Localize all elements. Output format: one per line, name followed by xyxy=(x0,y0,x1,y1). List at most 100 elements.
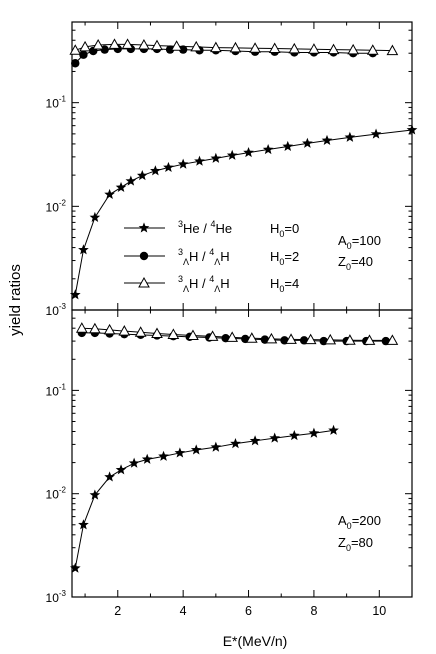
data-point-triangle xyxy=(103,323,116,335)
data-point-star xyxy=(128,457,140,468)
y-axis-label: yield ratios xyxy=(7,264,24,336)
y-tick-label: 10-2 xyxy=(46,198,67,214)
data-point-star xyxy=(78,519,89,530)
series-line-star xyxy=(74,129,413,295)
data-point-star xyxy=(115,464,127,475)
data-point-star xyxy=(308,427,320,438)
y-tick-label: 10-2 xyxy=(46,486,67,502)
legend-marker-star xyxy=(138,222,150,233)
data-point-star xyxy=(177,158,189,169)
data-point-star xyxy=(89,211,101,223)
legend-entry-label: 3ΛH / 4ΛH H0=4 xyxy=(178,274,299,294)
data-point-triangle xyxy=(89,322,101,334)
data-point-star xyxy=(125,175,137,186)
data-point-triangle xyxy=(151,39,163,51)
data-point-triangle xyxy=(268,42,281,54)
data-point-triangle xyxy=(79,40,91,52)
data-point-star xyxy=(163,161,174,173)
x-tick-label: 10 xyxy=(372,604,386,618)
data-point-triangle xyxy=(288,42,301,54)
data-point-triangle xyxy=(327,43,340,55)
data-point-triangle xyxy=(92,38,105,50)
data-point-triangle xyxy=(134,326,147,337)
data-point-star xyxy=(282,140,294,151)
plot-frame xyxy=(71,309,413,598)
data-point-triangle xyxy=(167,328,180,339)
data-point-star xyxy=(230,438,241,449)
data-point-triangle xyxy=(386,334,399,345)
data-point-star xyxy=(190,444,202,455)
x-tick-label: 8 xyxy=(310,604,317,618)
data-point-triangle xyxy=(206,330,219,341)
panel-annotation: A0=200 xyxy=(338,513,381,531)
y-tick-label: 10-3 xyxy=(46,589,67,605)
data-point-star xyxy=(210,152,222,163)
data-point-star xyxy=(269,432,281,443)
data-point-star xyxy=(344,131,356,142)
data-point-star xyxy=(89,489,101,500)
data-point-star xyxy=(104,188,115,200)
y-tick-label: 10-3 xyxy=(46,302,67,318)
data-point-triangle xyxy=(170,40,183,51)
panel-annotation: Z0=40 xyxy=(338,254,373,272)
legend-entry-label: 3ΛH / 4ΛH H0=2 xyxy=(178,247,299,267)
data-point-circle xyxy=(178,45,188,54)
data-point-triangle xyxy=(245,332,258,343)
data-point-triangle xyxy=(138,38,150,50)
data-point-triangle xyxy=(363,334,376,345)
data-point-circle xyxy=(165,45,175,54)
data-point-star xyxy=(141,453,153,464)
data-point-star xyxy=(194,155,205,166)
data-point-triangle xyxy=(249,42,261,53)
data-point-star xyxy=(136,169,148,181)
data-point-star xyxy=(328,424,339,435)
data-point-circle xyxy=(79,50,88,59)
data-point-triangle xyxy=(121,38,134,49)
data-point-triangle xyxy=(108,38,121,49)
data-point-star xyxy=(115,181,127,193)
data-point-star xyxy=(226,149,238,160)
legend-marker-triangle xyxy=(138,276,150,288)
chart-panel-top: 10-3 10-2 10-1 3He / 4He H0=0 3ΛH / 4ΛH H0=2 3Λ… xyxy=(46,21,418,318)
data-point-triangle xyxy=(229,41,242,53)
data-point-triangle xyxy=(344,334,356,345)
data-point-star xyxy=(158,450,169,461)
data-point-star xyxy=(150,165,161,176)
data-point-triangle xyxy=(347,43,360,55)
y-tick-label: 10-1 xyxy=(46,382,67,398)
legend-marker-circle xyxy=(139,251,149,261)
data-point-triangle xyxy=(386,44,399,56)
legend-entry-label: 3He / 4He H0=0 xyxy=(178,219,299,239)
data-point-triangle xyxy=(209,41,222,53)
data-point-triangle xyxy=(304,333,317,345)
data-point-star xyxy=(249,435,261,446)
data-point-triangle xyxy=(187,329,199,340)
data-point-star xyxy=(288,430,300,441)
data-point-circle xyxy=(71,59,80,68)
data-point-triangle xyxy=(285,333,297,344)
data-point-star xyxy=(302,137,313,148)
data-point-star xyxy=(78,244,89,255)
data-point-triangle xyxy=(75,322,88,333)
x-tick-label: 4 xyxy=(180,604,187,618)
data-point-triangle xyxy=(151,327,163,339)
x-axis-label: E*(MeV/n) xyxy=(223,633,288,649)
data-point-star xyxy=(321,134,333,145)
data-point-star xyxy=(69,289,81,300)
data-point-star xyxy=(370,128,382,139)
data-point-star xyxy=(69,562,81,573)
data-point-star xyxy=(104,471,115,482)
x-tick-label: 6 xyxy=(245,604,252,618)
panel-annotation: A0=100 xyxy=(338,233,381,251)
data-point-triangle xyxy=(265,332,278,344)
y-tick-label: 10-1 xyxy=(46,95,67,111)
panel-annotation: Z0=80 xyxy=(338,535,373,553)
data-point-triangle xyxy=(308,43,320,54)
data-point-star xyxy=(243,146,254,158)
data-point-star xyxy=(174,447,186,458)
data-point-star xyxy=(262,143,274,155)
data-point-triangle xyxy=(226,331,239,342)
data-point-star xyxy=(210,441,222,452)
data-point-triangle xyxy=(324,333,337,345)
